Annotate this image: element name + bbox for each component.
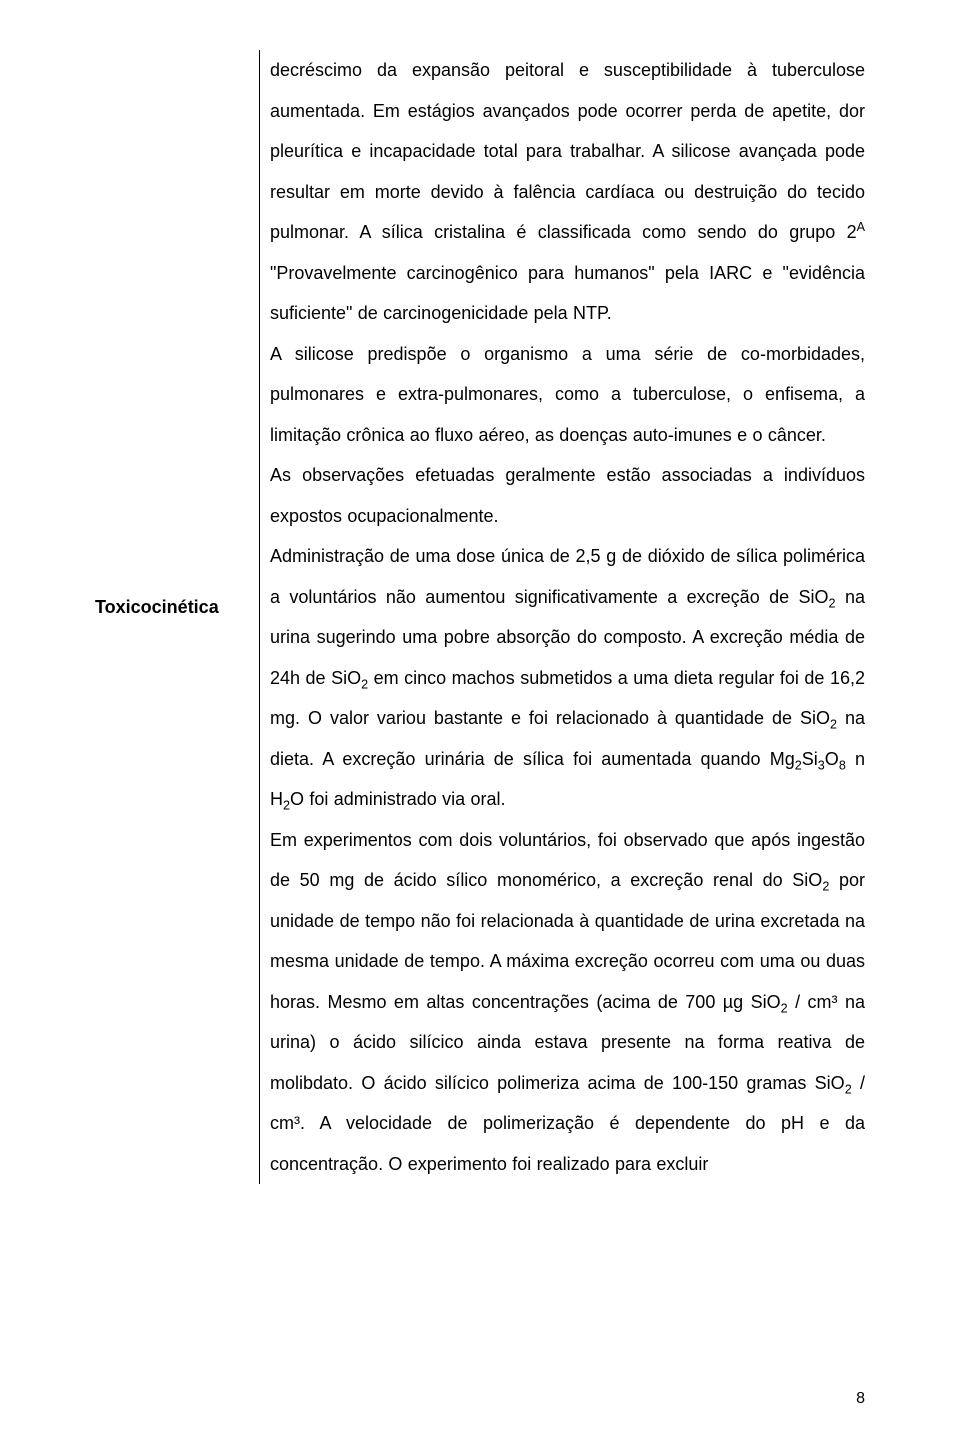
text-run: "Provavelmente carcinogênico para humano… (270, 263, 865, 324)
subscript: 2 (830, 718, 837, 732)
paragraph-4: Administração de uma dose única de 2,5 g… (270, 536, 865, 820)
paragraph-1: decréscimo da expansão peitoral e suscep… (270, 50, 865, 334)
subscript: 2 (795, 758, 802, 772)
subscript: 2 (829, 596, 836, 610)
subscript: 8 (839, 758, 846, 772)
subscript: 3 (818, 758, 825, 772)
paragraph-3: As observações efetuadas geralmente estã… (270, 455, 865, 536)
subscript: 2 (283, 799, 290, 813)
text-run: Si (802, 749, 818, 769)
text-run: O (825, 749, 839, 769)
subscript: 2 (781, 1001, 788, 1015)
text-run: O foi administrado via oral. (290, 789, 506, 809)
document-page: Toxicocinética decréscimo da expansão pe… (0, 0, 960, 1438)
text-run: Em experimentos com dois voluntários, fo… (270, 830, 865, 891)
superscript: A (857, 220, 865, 234)
row-label-column: Toxicocinética (95, 50, 260, 1184)
subscript: 2 (845, 1082, 852, 1096)
text-run: por unidade de tempo não foi relacionada… (270, 870, 865, 1012)
text-run: decréscimo da expansão peitoral e suscep… (270, 60, 865, 242)
section-label-toxicocinetica: Toxicocinética (95, 595, 251, 619)
text-run: Administração de uma dose única de 2,5 g… (270, 546, 865, 607)
paragraph-2: A silicose predispõe o organismo a uma s… (270, 334, 865, 456)
body-text-column: decréscimo da expansão peitoral e suscep… (260, 50, 865, 1184)
two-column-layout: Toxicocinética decréscimo da expansão pe… (95, 50, 865, 1184)
page-number: 8 (856, 1390, 865, 1408)
paragraph-5: Em experimentos com dois voluntários, fo… (270, 820, 865, 1185)
